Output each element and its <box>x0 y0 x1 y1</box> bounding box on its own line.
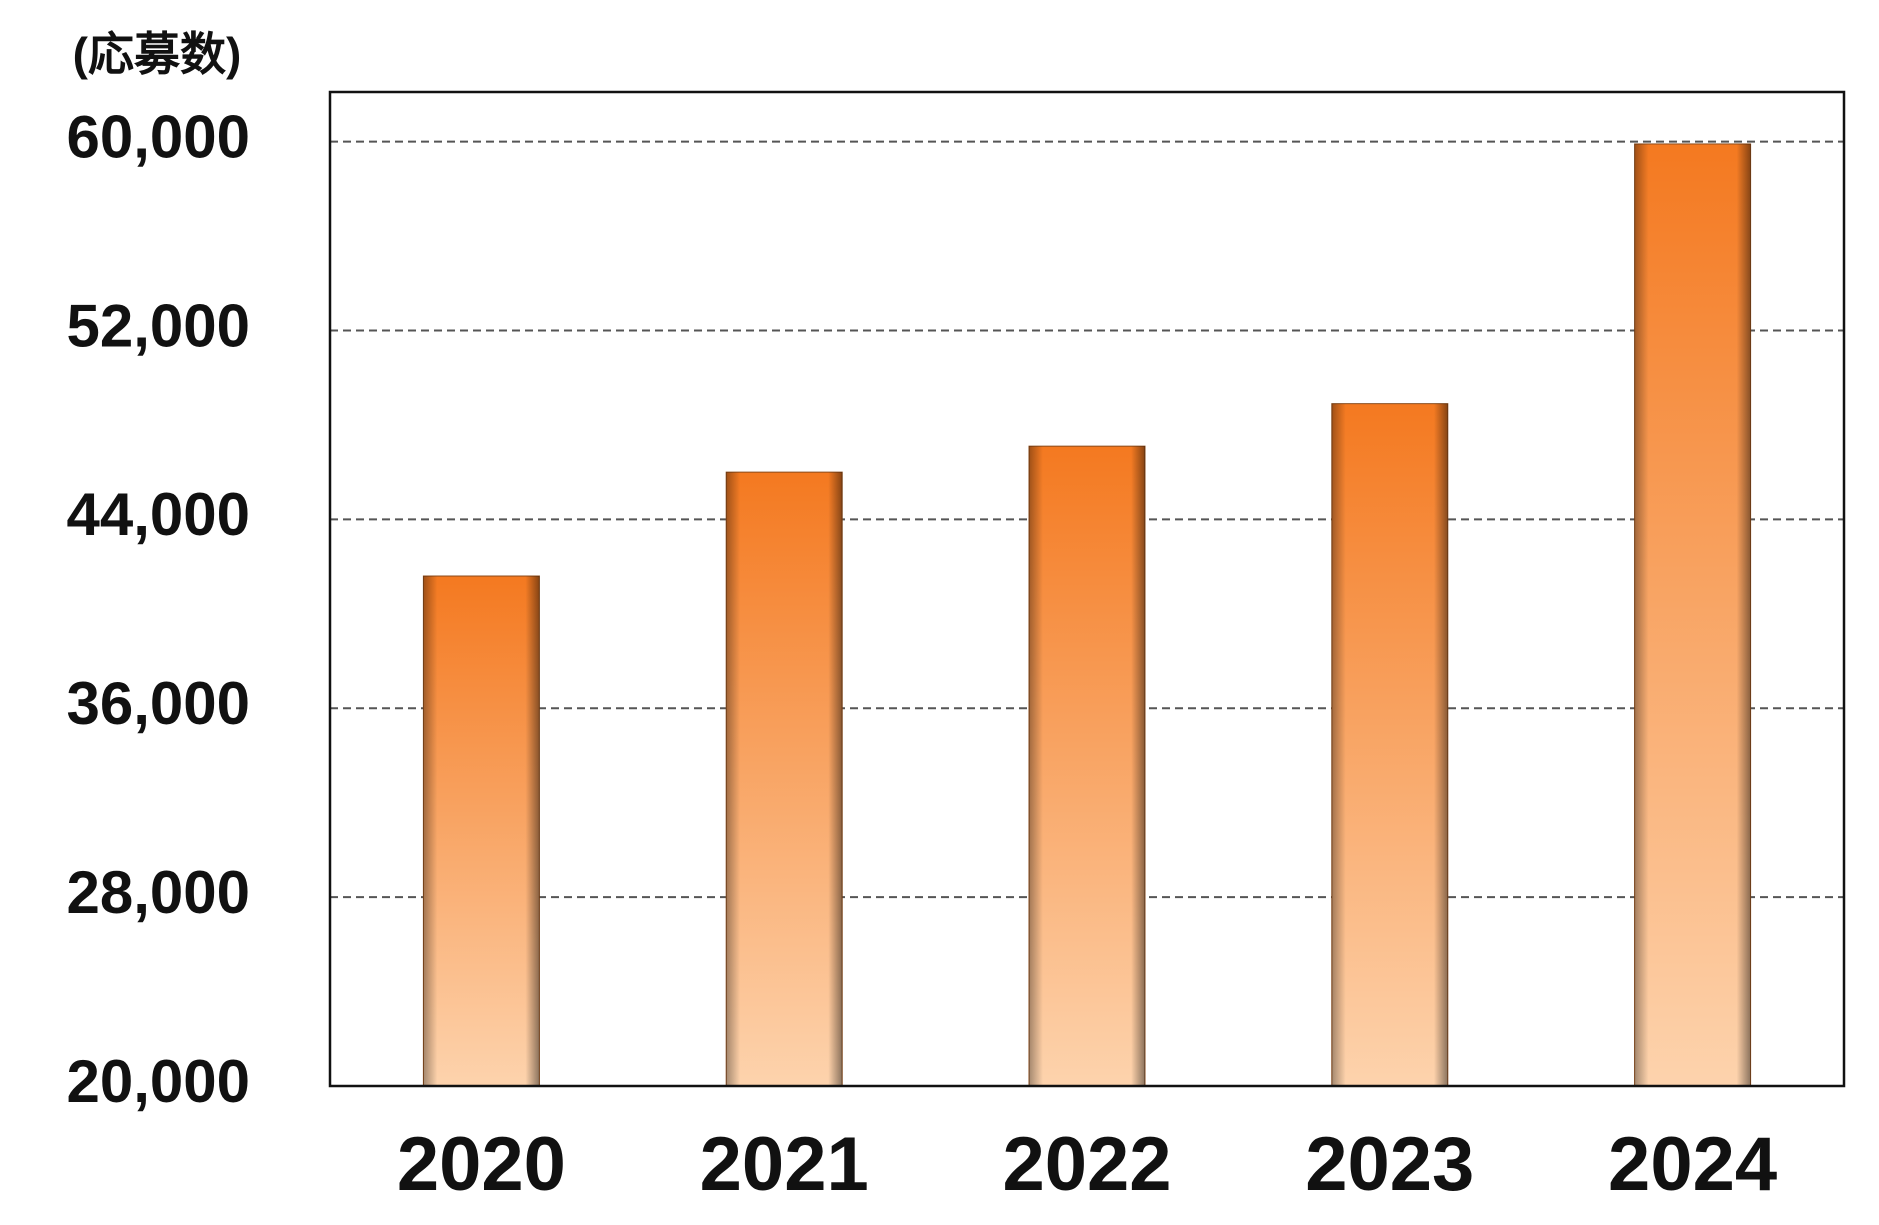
x-tick-label: 2020 <box>397 1122 566 1207</box>
y-axis-label: (応募数) <box>73 28 242 80</box>
bar <box>422 575 540 1087</box>
x-tick-label: 2022 <box>1002 1122 1171 1207</box>
plot-frame <box>328 90 1846 1088</box>
bar <box>1634 143 1752 1087</box>
x-tick-label: 2024 <box>1608 1122 1777 1207</box>
x-tick-label: 2021 <box>700 1122 869 1207</box>
bar <box>1331 403 1449 1087</box>
y-tick-label: 60,000 <box>66 103 250 170</box>
y-tick-label: 36,000 <box>66 670 250 737</box>
y-tick-label: 44,000 <box>66 481 250 548</box>
bar <box>1028 445 1146 1087</box>
y-tick-label: 20,000 <box>66 1048 250 1115</box>
y-tick-label: 28,000 <box>66 859 250 926</box>
bar <box>725 471 843 1087</box>
x-tick-label: 2023 <box>1305 1122 1474 1207</box>
y-tick-label: 52,000 <box>66 292 250 359</box>
